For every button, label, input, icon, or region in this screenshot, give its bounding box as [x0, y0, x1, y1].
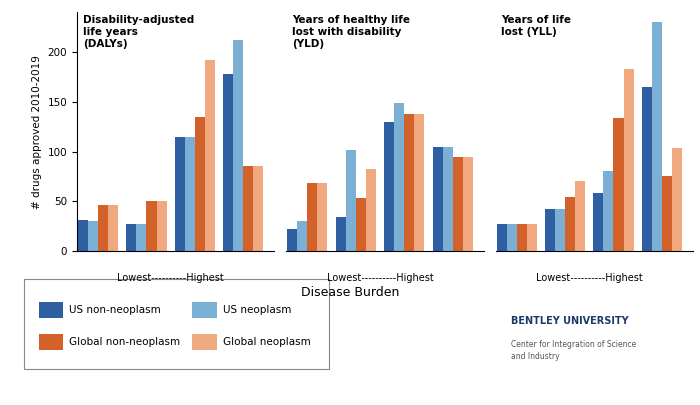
Bar — [317, 183, 328, 251]
Bar — [298, 221, 307, 251]
Text: Disability-adjusted
life years
(DALYs): Disability-adjusted life years (DALYs) — [83, 15, 194, 49]
Bar — [78, 220, 88, 251]
Bar — [127, 224, 136, 251]
Bar — [346, 149, 356, 251]
Bar — [496, 224, 507, 251]
Text: Years of life
lost (YLL): Years of life lost (YLL) — [501, 15, 571, 37]
Text: Global neoplasm: Global neoplasm — [223, 337, 310, 347]
Bar — [175, 136, 185, 251]
Bar — [652, 22, 662, 251]
Bar — [146, 201, 157, 251]
Bar — [613, 118, 624, 251]
Bar — [356, 198, 366, 251]
Bar — [185, 136, 195, 251]
Bar — [442, 147, 453, 251]
Text: Lowest----------Highest: Lowest----------Highest — [536, 273, 643, 283]
Text: Disease Burden: Disease Burden — [301, 286, 399, 298]
Bar — [384, 122, 394, 251]
Text: Years of healthy life
lost with disability
(YLD): Years of healthy life lost with disabili… — [292, 15, 410, 49]
Bar — [195, 117, 205, 251]
Bar — [575, 181, 585, 251]
Text: US non-neoplasm: US non-neoplasm — [69, 305, 160, 315]
Bar — [507, 224, 517, 251]
Bar — [366, 169, 376, 251]
Bar — [223, 74, 233, 251]
Bar — [526, 224, 537, 251]
Bar — [624, 69, 634, 251]
Bar — [662, 177, 672, 251]
Text: US neoplasm: US neoplasm — [223, 305, 291, 315]
Bar — [433, 147, 442, 251]
Bar — [453, 156, 463, 251]
Bar — [136, 224, 146, 251]
Bar — [404, 114, 414, 251]
Bar — [545, 209, 555, 251]
Text: BENTLEY UNIVERSITY: BENTLEY UNIVERSITY — [511, 316, 629, 326]
Bar — [555, 209, 565, 251]
Bar — [394, 103, 404, 251]
Bar — [253, 166, 263, 251]
Text: Center for Integration of Science
and Industry: Center for Integration of Science and In… — [511, 340, 636, 361]
Bar — [233, 40, 244, 251]
Y-axis label: # drugs approved 2010-2019: # drugs approved 2010-2019 — [32, 55, 42, 209]
Text: Lowest----------Highest: Lowest----------Highest — [327, 273, 433, 283]
Bar — [672, 147, 682, 251]
Text: Global non-neoplasm: Global non-neoplasm — [69, 337, 180, 347]
Bar — [414, 114, 424, 251]
Bar — [603, 171, 613, 251]
Bar — [287, 229, 298, 251]
Text: Lowest----------Highest: Lowest----------Highest — [118, 273, 224, 283]
Bar — [307, 183, 317, 251]
Bar — [336, 217, 346, 251]
Bar — [517, 224, 526, 251]
Bar — [88, 221, 98, 251]
Bar — [565, 197, 575, 251]
Bar — [642, 87, 652, 251]
Bar — [108, 205, 118, 251]
Bar — [594, 193, 603, 251]
Bar — [157, 201, 167, 251]
Bar — [244, 166, 253, 251]
Bar — [205, 60, 215, 251]
Bar — [98, 205, 108, 251]
Bar — [463, 156, 473, 251]
